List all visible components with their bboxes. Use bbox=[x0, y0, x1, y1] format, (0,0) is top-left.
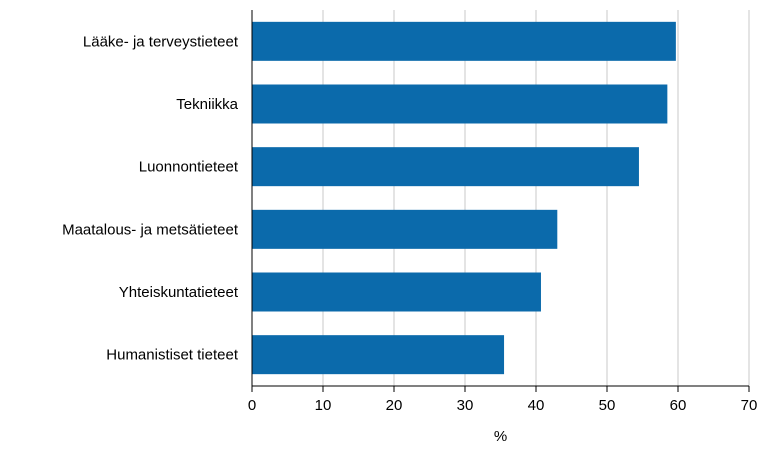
x-tick-label-50: 50 bbox=[599, 397, 616, 414]
category-label-0: Lääke- ja terveystieteet bbox=[83, 33, 239, 50]
bar-3 bbox=[252, 209, 558, 249]
bar-4 bbox=[252, 272, 541, 312]
bar-5 bbox=[252, 335, 505, 375]
axes bbox=[251, 10, 750, 392]
x-axis-title: % bbox=[494, 428, 507, 444]
gridlines bbox=[322, 10, 750, 386]
category-label-1: Tekniikka bbox=[176, 96, 238, 113]
bars bbox=[252, 21, 676, 375]
x-tick-label-20: 20 bbox=[386, 397, 403, 414]
category-label-2: Luonnontieteet bbox=[139, 159, 239, 176]
category-label-5: Humanistiset tieteet bbox=[106, 347, 239, 364]
x-tick-label-0: 0 bbox=[248, 397, 256, 414]
x-tick-label-40: 40 bbox=[528, 397, 545, 414]
x-tick-label-10: 10 bbox=[315, 397, 332, 414]
bar-2 bbox=[252, 147, 639, 187]
category-labels: Lääke- ja terveystieteet Tekniikka Luonnon… bbox=[62, 33, 239, 363]
x-tick-label-60: 60 bbox=[670, 397, 687, 414]
x-tick-label-30: 30 bbox=[457, 397, 474, 414]
x-tick-label-70: 70 bbox=[741, 397, 758, 414]
category-label-4: Yhteiskuntatieteet bbox=[119, 284, 239, 301]
category-label-3: Maatalous- ja metsätieteet bbox=[62, 221, 239, 238]
bar-1 bbox=[252, 84, 668, 124]
tick-labels: 0 10 20 30 40 50 60 70 bbox=[248, 397, 758, 414]
bar-0 bbox=[252, 21, 676, 61]
